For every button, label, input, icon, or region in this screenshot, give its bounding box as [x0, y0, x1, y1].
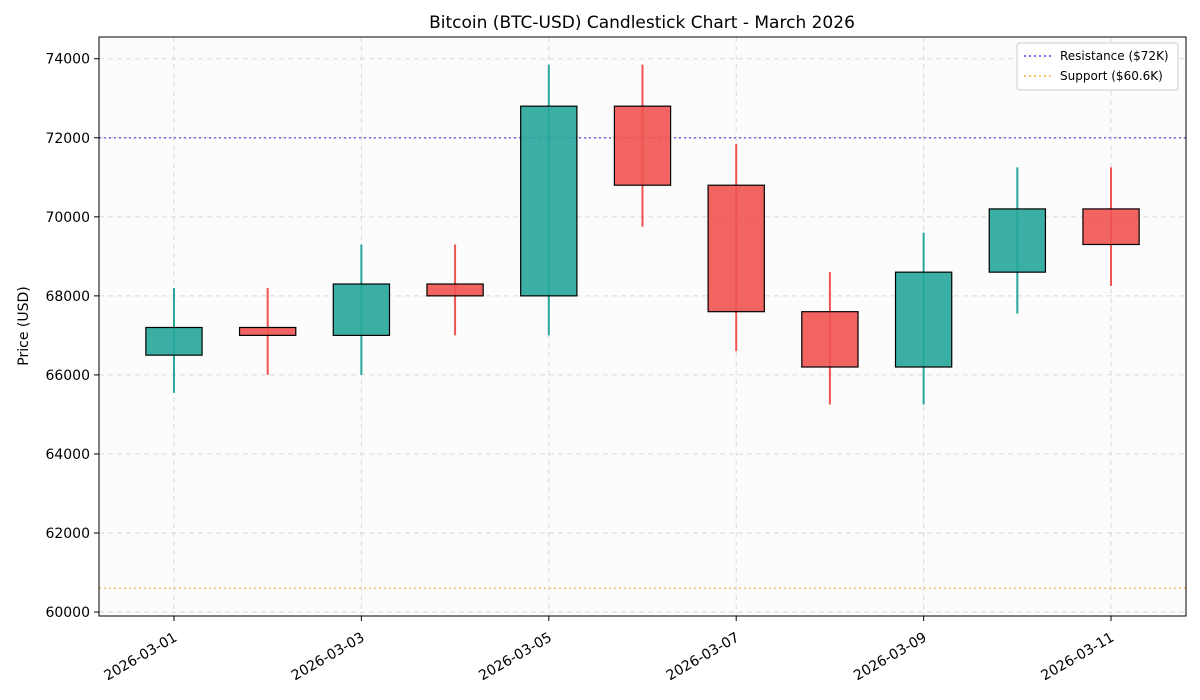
candle-body — [426, 283, 484, 297]
candle-body — [801, 311, 859, 368]
y-tick-label: 70000 — [45, 210, 90, 226]
y-tick-label: 62000 — [45, 526, 90, 542]
candle-body — [332, 283, 391, 336]
y-axis-label: Price (USD) — [16, 286, 32, 365]
candle-body — [613, 105, 672, 186]
candle-2026-03-05 — [520, 64, 578, 336]
y-axis-ticks: 60000 62000 64000 66000 68000 70000 72000 74000 — [45, 52, 99, 621]
candles — [145, 64, 1140, 405]
candle-body — [238, 326, 297, 336]
candle-2026-03-10 — [988, 167, 1047, 314]
legend-support-label: Support ($60.6K) — [1060, 69, 1163, 83]
candle-2026-03-07 — [707, 143, 765, 352]
candle-2026-03-11 — [1082, 167, 1140, 286]
y-tick-label: 60000 — [45, 605, 90, 621]
candle-body — [707, 184, 765, 313]
candle-2026-03-02 — [238, 287, 297, 375]
reference-lines — [99, 137, 1186, 590]
candle-2026-03-08 — [801, 272, 859, 405]
candle-body — [988, 208, 1047, 273]
candle-2026-03-04 — [426, 244, 484, 336]
candle-2026-03-06 — [613, 64, 672, 227]
candle-body — [894, 271, 953, 368]
plot-frame — [98, 36, 1187, 617]
y-tick-label: 68000 — [45, 289, 90, 305]
y-tick-label: 72000 — [45, 131, 90, 147]
candle-2026-03-03 — [332, 244, 391, 375]
candle-2026-03-01 — [145, 287, 203, 393]
candle-body — [145, 326, 203, 356]
candle-body — [1082, 208, 1140, 246]
candle-body — [520, 105, 578, 297]
legend: Resistance ($72K) Support ($60.6K) — [1016, 42, 1179, 91]
legend-box — [1016, 42, 1179, 91]
legend-resistance-label: Resistance ($72K) — [1060, 49, 1169, 63]
candle-2026-03-09 — [894, 232, 953, 405]
y-tick-label: 66000 — [45, 368, 90, 384]
chart-title: Bitcoin (BTC-USD) Candlestick Chart - Ma… — [429, 13, 855, 33]
y-tick-label: 74000 — [45, 52, 90, 68]
y-tick-label: 64000 — [45, 447, 90, 463]
